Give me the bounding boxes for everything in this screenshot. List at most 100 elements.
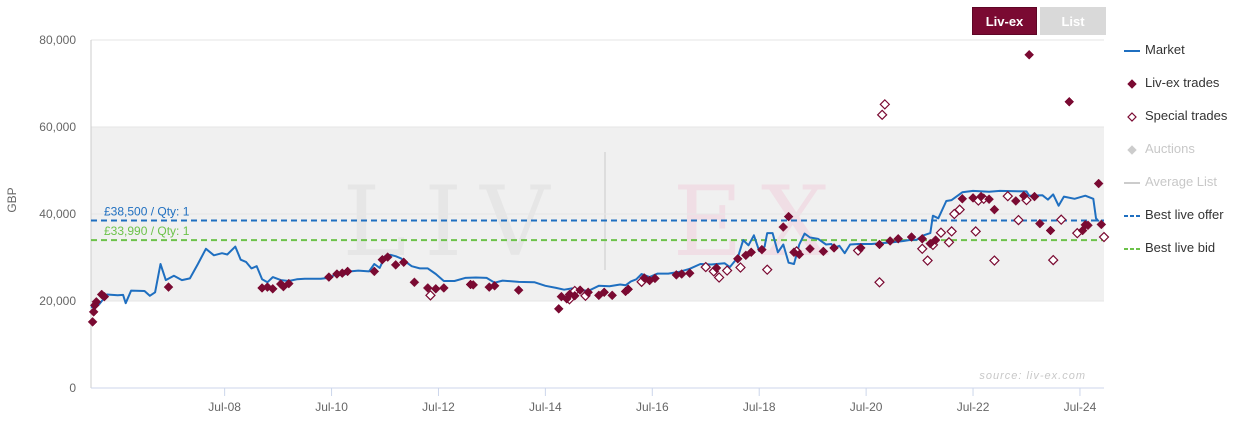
livex-trade-point — [989, 204, 1000, 215]
livex-trade-point — [623, 284, 634, 295]
special-trade-point — [922, 255, 933, 266]
tab-livex[interactable]: Liv-ex — [972, 7, 1037, 35]
special-trade-point — [970, 226, 982, 237]
livex-trade-point — [99, 291, 110, 302]
livex-trade-point — [398, 257, 409, 268]
x-tick-labels: Jul-08 Jul-10 Jul-12 Jul-14 Jul-16 Jul-18 Jul-… — [208, 388, 1097, 414]
special-trade-point — [1047, 254, 1059, 266]
livex-trade-point — [783, 211, 794, 222]
best-live-bid-label: £33,990 / Qty: 1 — [104, 224, 190, 238]
livex-trade-point — [893, 233, 904, 244]
legend-symbol — [1124, 247, 1140, 250]
special-trade-point — [989, 255, 1000, 266]
x-tick-label: Jul-16 — [636, 400, 669, 414]
livex-trade-point — [746, 247, 757, 258]
livex-trade-point — [569, 290, 580, 301]
dashed-line-swatch-icon — [1120, 242, 1142, 254]
livex-trade-point — [1045, 225, 1056, 236]
livex-trade-point — [805, 243, 815, 254]
livex-trade-point — [1034, 218, 1045, 229]
livex-trade-point — [553, 303, 564, 314]
livex-trade-point — [430, 283, 441, 294]
legend-label: Best live offer — [1145, 207, 1224, 222]
legend-label: Best live bid — [1145, 240, 1216, 255]
legend-symbol — [1124, 181, 1140, 184]
livex-trade-point — [732, 253, 743, 264]
livex-trade-point — [778, 222, 789, 232]
tab-list[interactable]: List — [1040, 7, 1106, 35]
special-trade-point — [916, 243, 928, 255]
special-trade-point — [713, 272, 725, 283]
legend-item-auctions[interactable]: Auctions — [1120, 132, 1241, 165]
livex-trade-point — [885, 236, 896, 246]
y-tick-label: 40,000 — [39, 207, 76, 221]
livex-trade-point — [906, 232, 917, 242]
livex-trades-series[interactable] — [87, 49, 1107, 327]
livex-trade-point — [382, 252, 393, 262]
special-trade-point — [1055, 214, 1067, 226]
livex-trade-point — [818, 246, 829, 257]
watermark-text: LIV — [343, 166, 568, 278]
livex-trade-point — [283, 278, 294, 289]
livex-trade-point — [87, 317, 98, 327]
livex-trade-point — [1029, 191, 1040, 202]
livex-trade-point — [794, 249, 805, 260]
livex-trade-point — [1064, 96, 1075, 107]
legend-symbol — [1124, 214, 1140, 217]
livex-trade-point — [390, 260, 401, 270]
y-tick-labels: 0 20,000 40,000 60,000 80,000 — [39, 33, 76, 395]
legend-symbol — [1127, 144, 1137, 155]
livex-trade-point — [957, 193, 968, 204]
legend-item-average-list[interactable]: Average List — [1120, 165, 1241, 198]
legend-item-special-trades[interactable]: Special trades — [1120, 99, 1241, 132]
watermark: LIV EX — [343, 152, 847, 278]
diamond-filled-icon — [1120, 77, 1142, 89]
legend-item-market[interactable]: Market — [1120, 33, 1241, 66]
livex-trade-point — [676, 269, 687, 279]
livex-trade-point — [409, 277, 420, 288]
special-trade-point — [735, 262, 746, 273]
x-tick-label: Jul-22 — [957, 400, 990, 414]
best-live-offer-label: £38,500 / Qty: 1 — [104, 205, 190, 219]
livex-trade-point — [369, 266, 380, 277]
livex-trade-point — [829, 243, 839, 253]
livex-trade-point — [1096, 219, 1107, 230]
legend-diamond — [1127, 144, 1137, 155]
livex-trade-point — [1010, 196, 1021, 206]
livex-trade-point — [711, 263, 722, 273]
x-tick-label: Jul-12 — [422, 400, 455, 414]
legend-item-best-live-offer[interactable]: Best live offer — [1120, 198, 1241, 231]
livex-trade-point — [1093, 178, 1104, 189]
axes — [90, 40, 1104, 389]
livex-trade-point — [976, 191, 986, 202]
livex-trade-point — [468, 280, 479, 290]
livex-trade-point — [513, 285, 524, 295]
special-trade-point — [874, 276, 885, 288]
livex-trade-point — [575, 285, 585, 295]
livex-trade-point — [163, 282, 174, 292]
livex-trade-point — [874, 239, 885, 250]
livex-trade-point — [422, 283, 433, 293]
livex-trade-point — [917, 233, 928, 244]
livex-trade-point — [650, 273, 660, 284]
legend-symbol — [1127, 78, 1137, 89]
legend-item-livex-trades[interactable]: Liv-ex trades — [1120, 66, 1241, 99]
livex-trade-point — [607, 290, 618, 301]
livex-trade-point — [930, 235, 941, 245]
livex-trade-point — [789, 247, 799, 258]
x-tick-label: Jul-20 — [850, 400, 883, 414]
watermark-text: EX — [673, 166, 847, 278]
livex-trade-point — [88, 307, 99, 317]
livex-trade-point — [1018, 190, 1029, 201]
legend-symbol — [1124, 49, 1140, 52]
livex-trade-point — [984, 194, 994, 205]
x-tick-label: Jul-14 — [529, 400, 562, 414]
special-trade-point — [425, 289, 436, 301]
livex-trade-point — [324, 272, 334, 282]
legend-item-best-live-bid[interactable]: Best live bid — [1120, 231, 1241, 264]
livex-trade-point — [599, 287, 610, 298]
dashed-line-swatch-icon — [1120, 209, 1142, 221]
special-trade-point — [943, 236, 955, 248]
livex-trade-point — [583, 287, 593, 298]
